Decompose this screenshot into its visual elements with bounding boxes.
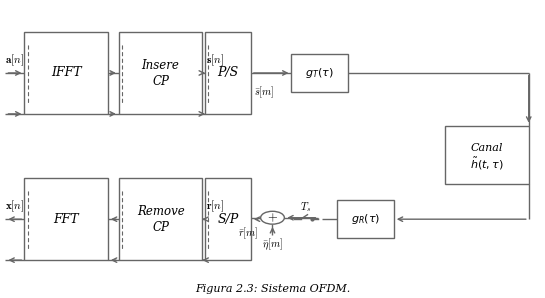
- Text: Remove: Remove: [137, 205, 184, 218]
- Text: Insere: Insere: [142, 59, 179, 72]
- Text: CP: CP: [152, 221, 169, 235]
- Text: $\mathbf{s}[n]$: $\mathbf{s}[n]$: [206, 52, 224, 68]
- Bar: [25, 32, 108, 114]
- Text: $g_R(\tau)$: $g_R(\tau)$: [351, 212, 380, 226]
- Text: IFFT: IFFT: [51, 66, 81, 80]
- Bar: [205, 32, 251, 114]
- Text: FFT: FFT: [53, 213, 79, 226]
- Text: Figura 2.3: Sistema OFDM.: Figura 2.3: Sistema OFDM.: [195, 284, 350, 294]
- Bar: [205, 178, 251, 260]
- Bar: [119, 178, 202, 260]
- Text: $\mathbf{r}[n]$: $\mathbf{r}[n]$: [206, 198, 225, 214]
- Circle shape: [261, 211, 284, 224]
- Text: $\mathbf{x}[n]$: $\mathbf{x}[n]$: [5, 198, 25, 214]
- Text: $\bar{\eta}[m]$: $\bar{\eta}[m]$: [262, 237, 283, 252]
- Text: S/P: S/P: [217, 213, 239, 226]
- Text: $\bar{r}[m]$: $\bar{r}[m]$: [238, 226, 258, 241]
- Text: $\bar{s}[m]$: $\bar{s}[m]$: [253, 85, 274, 100]
- Bar: [445, 125, 529, 184]
- Text: Canal: Canal: [471, 142, 503, 153]
- Text: $+$: $+$: [267, 211, 278, 224]
- Text: $\tilde{h}(t,\tau)$: $\tilde{h}(t,\tau)$: [470, 156, 504, 172]
- Text: $\mathbf{a}[n]$: $\mathbf{a}[n]$: [5, 52, 25, 68]
- Text: $g_T(\tau)$: $g_T(\tau)$: [305, 66, 334, 80]
- Bar: [337, 200, 394, 238]
- Text: CP: CP: [152, 75, 169, 88]
- Text: $T_s$: $T_s$: [300, 200, 312, 214]
- Text: P/S: P/S: [217, 66, 239, 80]
- Bar: [119, 32, 202, 114]
- Bar: [25, 178, 108, 260]
- Bar: [292, 54, 348, 92]
